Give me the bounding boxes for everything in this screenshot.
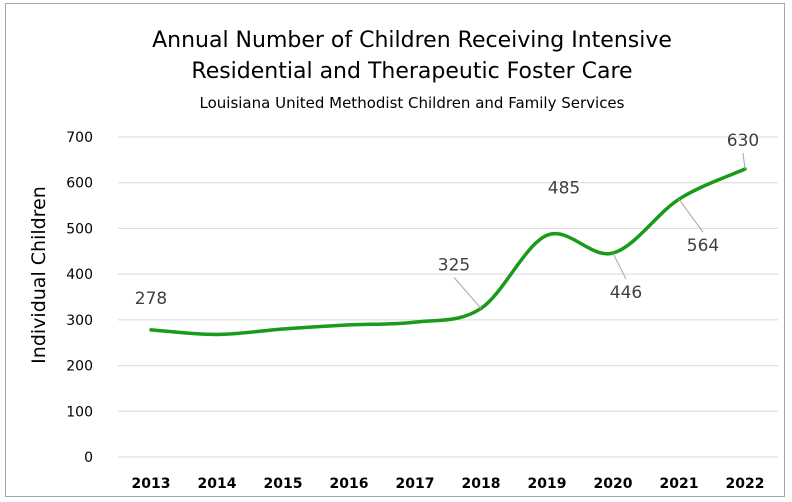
- x-tick-label: 2018: [462, 476, 501, 492]
- chart-title-line-1: Annual Number of Children Receiving Inte…: [152, 28, 672, 53]
- x-tick-label: 2014: [198, 476, 237, 492]
- data-label: 485: [548, 178, 580, 198]
- data-label: 630: [727, 131, 759, 151]
- y-tick-label: 700: [66, 130, 93, 146]
- x-tick-label: 2017: [396, 476, 435, 492]
- x-tick-label: 2015: [264, 476, 303, 492]
- y-tick-label: 0: [84, 450, 93, 466]
- x-tick-label: 2013: [132, 476, 171, 492]
- data-label: 325: [438, 255, 470, 275]
- y-axis-label: Individual Children: [28, 186, 50, 364]
- data-label-leader: [678, 198, 704, 233]
- data-label: 564: [687, 236, 719, 256]
- x-tick-label: 2020: [594, 476, 633, 492]
- x-tick-label: 2019: [528, 476, 567, 492]
- data-point: [149, 328, 153, 332]
- data-point: [545, 233, 549, 237]
- x-tick-label: 2016: [330, 476, 369, 492]
- chart-frame: [5, 3, 785, 497]
- series-line: [149, 167, 747, 337]
- chart-title-line-2: Residential and Therapeutic Foster Care: [191, 59, 632, 84]
- data-label-leader: [453, 277, 482, 309]
- data-point: [413, 320, 417, 324]
- y-tick-label: 300: [66, 313, 93, 329]
- y-tick-label: 400: [66, 267, 93, 283]
- data-label: 446: [610, 283, 642, 303]
- data-label-leader: [742, 152, 746, 170]
- data-point: [281, 327, 285, 331]
- y-tick-label: 500: [66, 221, 93, 237]
- y-tick-label: 200: [66, 359, 93, 375]
- y-tick-label: 600: [66, 176, 93, 192]
- data-label: 278: [135, 289, 167, 309]
- data-point: [215, 332, 219, 336]
- chart-subtitle: Louisiana United Methodist Children and …: [200, 94, 625, 112]
- x-tick-label: 2022: [726, 476, 765, 492]
- data-point: [347, 323, 351, 327]
- y-tick-label: 100: [66, 404, 93, 420]
- data-label-leader: [612, 252, 627, 280]
- x-tick-label: 2021: [660, 476, 699, 492]
